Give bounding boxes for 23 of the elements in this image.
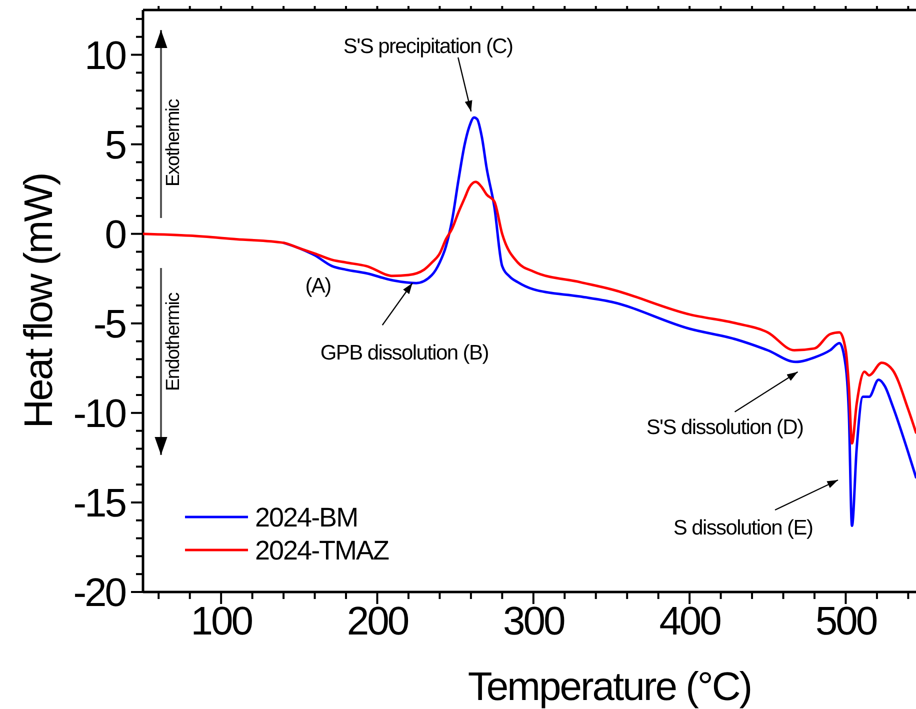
- x-tick-label: 200: [346, 599, 408, 644]
- annotation: GPB dissolution (B): [320, 341, 488, 364]
- y-tick-label: -10: [73, 392, 126, 436]
- y-tick-label: 5: [104, 123, 126, 168]
- y-tick-label: -15: [73, 481, 126, 526]
- y-axis-title: Heat flow (mW): [17, 174, 61, 428]
- annotation: Endothermic: [163, 292, 184, 391]
- x-tick-label: 500: [815, 599, 877, 644]
- legend-label: 2024-BM: [255, 502, 358, 532]
- annotation: S dissolution (E): [673, 516, 813, 540]
- x-tick-label: 300: [503, 599, 565, 644]
- legend-label: 2024-TMAZ: [255, 535, 390, 566]
- y-tick-label: 0: [104, 212, 126, 257]
- annotation: Exothermic: [163, 99, 184, 187]
- y-tick-label: -20: [73, 571, 126, 615]
- y-tick-label: -5: [93, 302, 126, 346]
- annotation: S'S precipitation (C): [343, 34, 513, 58]
- x-tick-label: 400: [659, 599, 721, 644]
- x-axis-title: Temperature (°C): [468, 665, 752, 709]
- x-tick-label: 100: [190, 599, 252, 644]
- y-tick-label: 10: [84, 34, 126, 78]
- annotation: (A): [305, 274, 331, 298]
- annotation: S'S dissolution (D): [646, 416, 804, 440]
